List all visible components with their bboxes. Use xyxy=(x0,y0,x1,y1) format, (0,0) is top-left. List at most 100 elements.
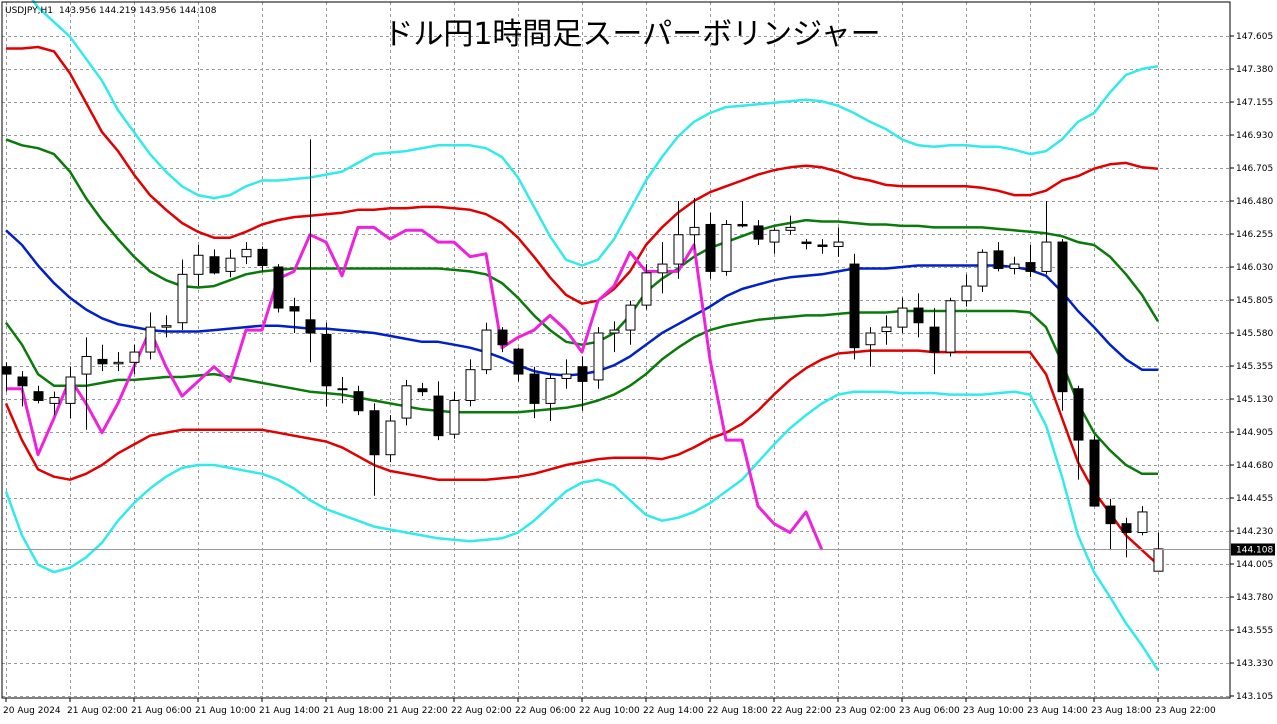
candle-body xyxy=(449,399,460,435)
candle-body xyxy=(609,329,620,334)
candle-body xyxy=(897,307,908,328)
candle-body xyxy=(801,241,812,245)
candle-body xyxy=(161,325,172,328)
x-tick-label: 21 Aug 14:00 xyxy=(259,706,320,716)
series-line-upper1 xyxy=(5,138,1160,346)
x-tick-label: 22 Aug 02:00 xyxy=(451,706,512,716)
y-tick-label: 146.480 xyxy=(1236,197,1273,207)
x-tick-label: 22 Aug 22:00 xyxy=(771,706,832,716)
y-tick-label: 144.005 xyxy=(1236,560,1273,570)
candle-body xyxy=(81,355,92,375)
candle-body xyxy=(113,361,124,365)
x-tick-label: 21 Aug 22:00 xyxy=(387,706,448,716)
candle-body xyxy=(241,248,252,258)
y-tick-label: 144.905 xyxy=(1236,428,1273,438)
y-tick-label: 146.705 xyxy=(1236,164,1273,174)
y-tick-label: 145.580 xyxy=(1236,329,1273,339)
candle-body xyxy=(641,272,652,306)
candle-body xyxy=(417,388,428,393)
candle-body xyxy=(625,304,636,331)
candle-body xyxy=(977,251,988,287)
y-tick-label: 143.780 xyxy=(1236,593,1273,603)
candle-body xyxy=(577,366,588,382)
candle-body xyxy=(929,326,940,353)
candle-body xyxy=(129,351,140,363)
x-tick-label: 23 Aug 02:00 xyxy=(835,706,896,716)
candle-body xyxy=(817,244,828,247)
candle-body xyxy=(497,329,508,346)
candle-body xyxy=(961,285,972,302)
candle-body xyxy=(881,326,892,333)
candle-body xyxy=(1121,523,1132,533)
candle-body xyxy=(1041,241,1052,272)
y-tick-label: 146.930 xyxy=(1236,131,1273,141)
candle-body xyxy=(1073,388,1084,441)
y-tick-label: 143.105 xyxy=(1236,692,1273,702)
candle-body xyxy=(945,300,956,353)
x-tick-label: 23 Aug 10:00 xyxy=(963,706,1024,716)
candle-body xyxy=(849,263,860,349)
x-tick-label: 20 Aug 2024 xyxy=(3,706,61,716)
candle-body xyxy=(833,241,844,247)
candle-body xyxy=(753,225,764,240)
x-tick-label: 23 Aug 22:00 xyxy=(1155,706,1216,716)
candle-body xyxy=(65,376,76,404)
candle-body xyxy=(225,257,236,272)
candle-body xyxy=(433,395,444,437)
svg-text:144.108: 144.108 xyxy=(1236,546,1273,556)
candle-body xyxy=(289,306,300,312)
candle-body xyxy=(1009,263,1020,269)
candle-body xyxy=(353,391,364,412)
candle-body xyxy=(545,377,556,404)
y-tick-label: 145.355 xyxy=(1236,362,1273,372)
x-tick-label: 22 Aug 14:00 xyxy=(643,706,704,716)
y-tick-label: 143.330 xyxy=(1236,659,1273,669)
x-tick-label: 23 Aug 14:00 xyxy=(1027,706,1088,716)
candle-body xyxy=(337,388,348,391)
candle-body xyxy=(145,326,156,353)
candle-body xyxy=(465,369,476,401)
x-tick-label: 21 Aug 10:00 xyxy=(195,706,256,716)
y-tick-label: 146.030 xyxy=(1236,263,1273,273)
candle-body xyxy=(49,397,60,404)
series-line-lower2 xyxy=(4,349,1159,566)
series-line-upper2 xyxy=(6,45,1159,305)
candle-body xyxy=(321,333,332,387)
candle-body xyxy=(257,248,268,267)
candle-body xyxy=(1137,511,1148,533)
candle-body xyxy=(913,307,924,324)
time-axis: 20 Aug 2024 21 Aug 02:00 21 Aug 06:00 21 Au… xyxy=(3,698,1216,716)
y-tick-label: 143.555 xyxy=(1236,626,1273,636)
y-tick-label: 145.805 xyxy=(1236,296,1273,306)
candle-body xyxy=(1089,439,1100,507)
x-tick-label: 23 Aug 06:00 xyxy=(899,706,960,716)
candle-body xyxy=(865,332,876,346)
x-tick-label: 21 Aug 02:00 xyxy=(67,706,128,716)
candle-body xyxy=(561,373,572,379)
series-line-upper3 xyxy=(31,0,1159,267)
candlesticks xyxy=(1,139,1164,572)
y-tick-label: 144.680 xyxy=(1236,461,1273,471)
candle-body xyxy=(481,329,492,371)
symbol-info: USDJPY,H1 143.956 144.219 143.956 144.108 xyxy=(5,6,217,16)
candle-body xyxy=(17,376,28,387)
candle-body xyxy=(513,348,524,375)
candle-body xyxy=(529,373,540,404)
candle-body xyxy=(705,223,716,272)
grid xyxy=(2,2,1230,698)
y-tick-label: 146.255 xyxy=(1236,230,1273,240)
candle-body xyxy=(385,420,396,456)
candle-body xyxy=(33,391,44,401)
plot-frame xyxy=(1,1,1231,699)
y-tick-label: 144.230 xyxy=(1236,527,1273,537)
x-tick-label: 22 Aug 10:00 xyxy=(579,706,640,716)
candle-body xyxy=(1025,262,1036,272)
candle-body xyxy=(689,226,700,236)
candle-body xyxy=(993,250,1004,269)
candle-body xyxy=(1,366,12,375)
candle-body xyxy=(721,223,732,272)
candle-body xyxy=(97,358,108,365)
y-tick-label: 147.605 xyxy=(1236,32,1273,42)
